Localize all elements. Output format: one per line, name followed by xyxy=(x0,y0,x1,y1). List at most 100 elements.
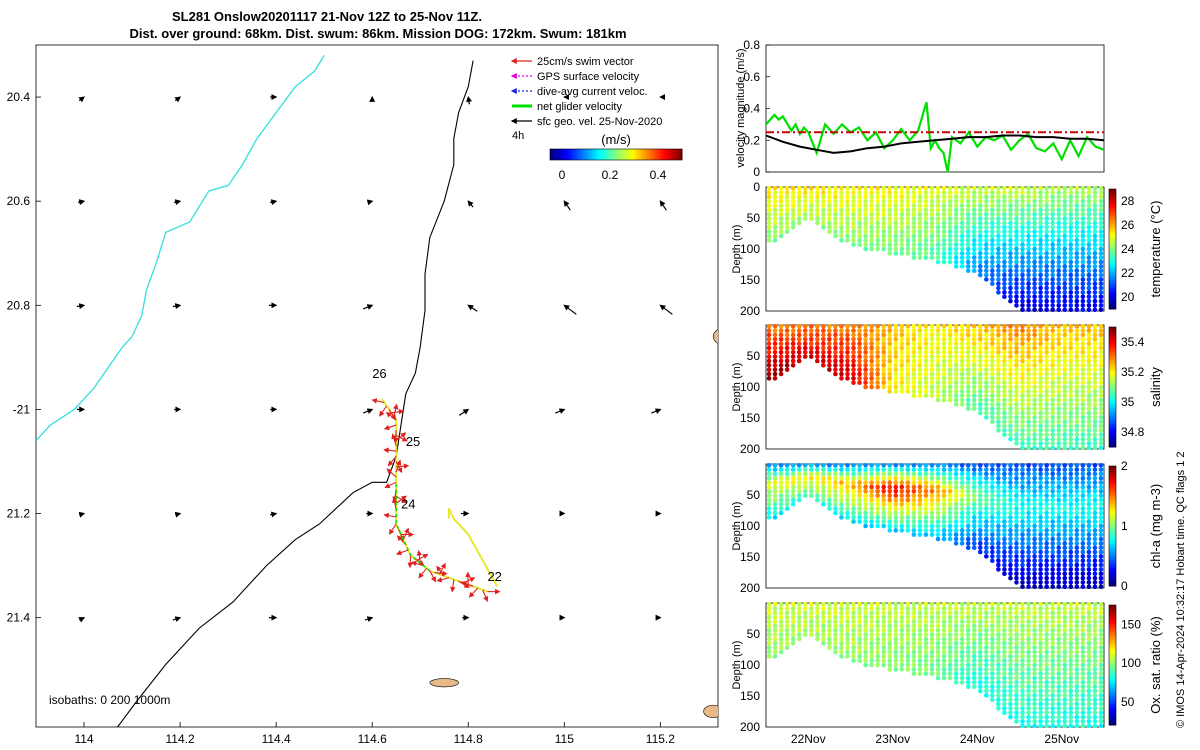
salinity-sample xyxy=(911,371,917,377)
chlorophyll-sample xyxy=(1014,523,1019,529)
salinity-sample xyxy=(1038,328,1043,333)
chlorophyll-sample xyxy=(1020,462,1025,468)
salinity-sample xyxy=(1026,371,1031,377)
salinity-sample xyxy=(1044,328,1049,333)
oxygen-saturation-sample xyxy=(1086,614,1092,620)
salinity-sample xyxy=(996,423,1001,429)
salinity-sample xyxy=(899,389,905,394)
chlorophyll-sample xyxy=(1020,575,1025,581)
oxygen-saturation-sample xyxy=(971,627,977,633)
chlorophyll-sample xyxy=(1002,558,1007,564)
chlorophyll-sample xyxy=(1056,497,1062,503)
chlorophyll-sample xyxy=(887,475,893,481)
chlorophyll-sample xyxy=(1074,502,1080,507)
chlorophyll-sample xyxy=(893,528,899,533)
salinity-sample xyxy=(1092,436,1098,442)
chlorophyll-sample xyxy=(1038,549,1043,555)
temperature-sample xyxy=(959,238,965,243)
salinity-colorbar-cell xyxy=(1109,351,1116,355)
salinity-sample xyxy=(1062,363,1068,368)
salinity-sample xyxy=(869,376,874,381)
chlorophyll-sample xyxy=(953,475,959,481)
chlorophyll-colorbar-cell xyxy=(1109,559,1116,563)
chlorophyll-sample xyxy=(1014,488,1019,494)
chlorophyll-sample xyxy=(1098,549,1104,555)
chlorophyll-sample xyxy=(977,541,983,546)
oxygen-saturation-sample xyxy=(947,675,953,681)
temperature-sample xyxy=(899,233,905,239)
chlorophyll-sample xyxy=(857,488,862,494)
chlorophyll-sample xyxy=(1014,506,1019,511)
oxygen-saturation-sample xyxy=(941,614,947,620)
temperature-sample xyxy=(790,216,796,221)
oxygen-saturation-sample xyxy=(929,627,935,633)
salinity-sample xyxy=(851,323,856,329)
temperature-sample xyxy=(996,259,1001,265)
chlorophyll-sample xyxy=(935,467,941,472)
salinity-sample xyxy=(923,328,929,333)
temperature-sample xyxy=(1086,185,1092,191)
oxygen-saturation-sample xyxy=(1020,614,1025,620)
temperature-sample xyxy=(917,211,923,217)
chlorophyll-sample xyxy=(1002,571,1007,577)
salinity-sample xyxy=(1026,436,1031,442)
chlorophyll-sample xyxy=(959,471,965,477)
chlorophyll-sample xyxy=(766,488,772,494)
sfc-vector xyxy=(467,200,474,208)
oxygen-saturation-sample xyxy=(1098,623,1104,629)
salinity-sample xyxy=(899,323,905,329)
chlorophyll-sample xyxy=(1074,462,1080,468)
oxygen-saturation-sample xyxy=(959,671,965,676)
oxygen-saturation-sample xyxy=(917,641,923,646)
chlorophyll-sample xyxy=(1026,567,1031,572)
salinity-sample xyxy=(996,389,1001,394)
salinity-sample xyxy=(953,384,959,390)
oxygen-saturation-sample xyxy=(1086,632,1092,637)
salinity-sample xyxy=(971,402,977,407)
chlorophyll-sample xyxy=(796,497,802,503)
temperature-sample xyxy=(923,233,929,239)
salinity-sample xyxy=(1062,423,1068,429)
salinity-sample xyxy=(965,363,971,368)
salinity-sample xyxy=(996,349,1001,355)
salinity-sample xyxy=(833,328,838,333)
temperature-sample xyxy=(1050,255,1055,260)
salinity-sample xyxy=(766,328,772,333)
salinity-sample xyxy=(977,410,983,416)
oxygen-saturation-sample xyxy=(839,601,844,607)
salinity-sample xyxy=(953,323,959,329)
salinity-sample xyxy=(1008,358,1013,364)
chlorophyll-sample xyxy=(863,475,868,481)
oxygen-saturation-sample xyxy=(1056,723,1062,729)
chlorophyll-sample xyxy=(875,484,880,490)
salinity-sample xyxy=(905,367,911,372)
oxygen-saturation-sample xyxy=(863,601,868,607)
oxygen-saturation-sample xyxy=(965,632,971,637)
oxygen-saturation-sample xyxy=(1008,697,1013,703)
oxygen-saturation-sample xyxy=(1002,627,1007,633)
chlorophyll-sample xyxy=(887,515,893,520)
temperature-sample xyxy=(827,211,832,217)
salinity-sample xyxy=(1086,363,1092,368)
salinity-colorbar-cell xyxy=(1109,372,1116,376)
oxygen-saturation-sample xyxy=(1080,649,1086,655)
chlorophyll-sample xyxy=(923,475,929,481)
salinity-sample xyxy=(1068,367,1074,372)
temperature-sample xyxy=(772,238,778,243)
chlorophyll-sample xyxy=(1038,484,1043,490)
temperature-sample xyxy=(1026,264,1031,269)
temperature-sample xyxy=(984,238,989,243)
colorbar-cell xyxy=(618,149,621,160)
oxygen-saturation-sample xyxy=(887,654,893,659)
salinity-sample xyxy=(990,410,995,416)
oxygen-saturation-sample xyxy=(827,606,832,611)
oxygen-saturation-sample xyxy=(984,662,989,668)
oxygen-saturation-sample xyxy=(990,619,995,624)
oxygen-saturation-sample xyxy=(784,645,790,650)
salinity-sample xyxy=(1014,432,1019,438)
swim-vector xyxy=(436,577,450,583)
oxygen-saturation-y-tick: 50 xyxy=(747,627,761,641)
chlorophyll-sample xyxy=(1020,554,1025,559)
colorbar-cell xyxy=(569,149,573,160)
oxygen-saturation-sample xyxy=(1080,671,1086,676)
